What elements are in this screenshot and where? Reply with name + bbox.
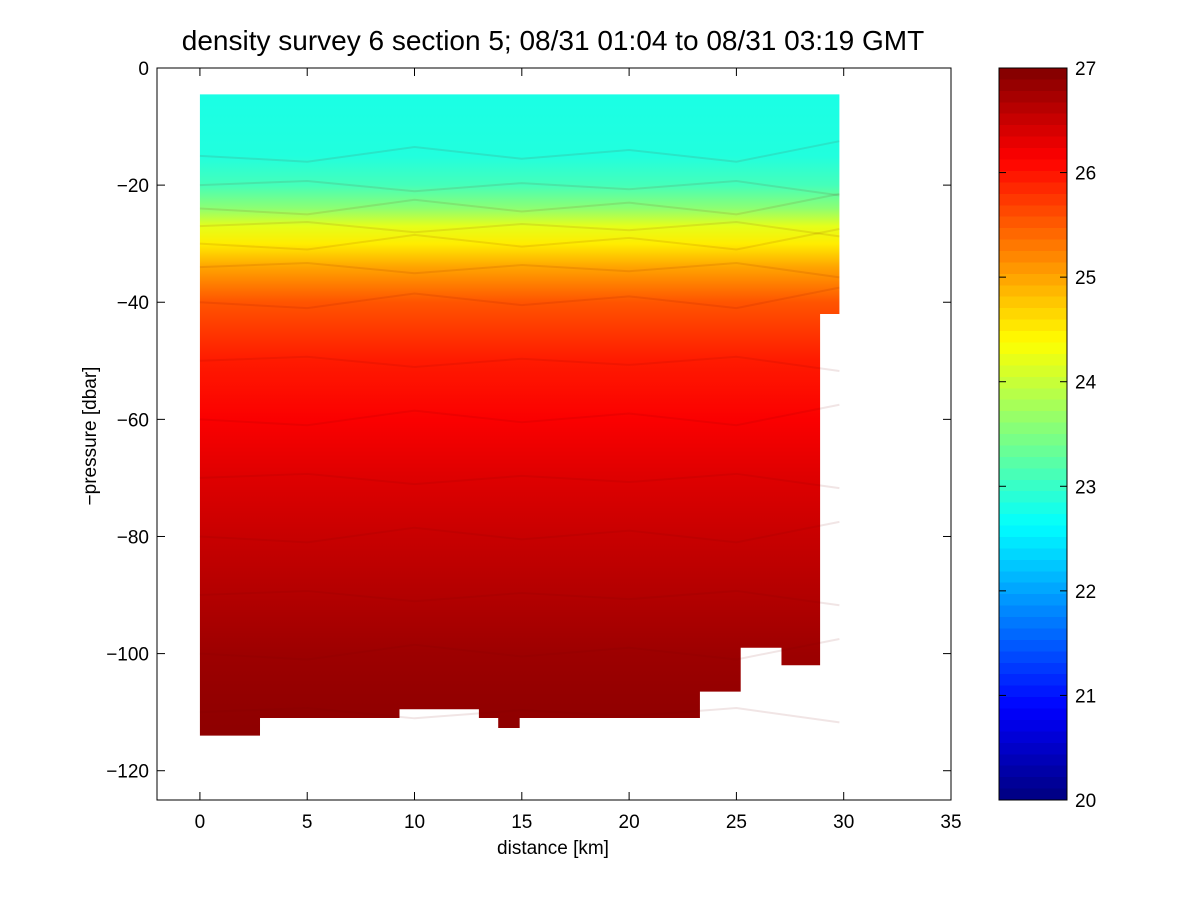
x-tick-label: 30 xyxy=(833,812,854,833)
x-tick-label: 5 xyxy=(302,812,313,833)
colorbar-tick-label: 20 xyxy=(1075,791,1096,812)
colorbar-tick-label: 21 xyxy=(1075,686,1096,707)
density-field xyxy=(199,94,840,736)
plot-area xyxy=(199,94,840,736)
isopycnal-line xyxy=(199,707,840,724)
isopycnal-line xyxy=(199,355,840,373)
x-tick-label: 35 xyxy=(940,812,961,833)
x-tick-label: 20 xyxy=(619,812,640,833)
x-axis-label: distance [km] xyxy=(497,838,609,859)
isopycnal-line xyxy=(199,520,840,544)
x-tick-label: 10 xyxy=(404,812,425,833)
x-tick-label: 0 xyxy=(195,812,206,833)
isopycnal-line xyxy=(199,403,840,427)
y-tick-label: −100 xyxy=(106,645,149,666)
isopycnal-line xyxy=(199,140,840,163)
y-axis-label: −pressure [dbar] xyxy=(80,367,101,506)
x-axis-ticks: 0 5 10 15 20 25 30 35 xyxy=(195,68,962,833)
isopycnal-line xyxy=(199,192,840,216)
y-tick-label: −40 xyxy=(117,293,149,314)
plot-frame xyxy=(156,67,952,801)
x-tick-label: 25 xyxy=(726,812,747,833)
chart-title: density survey 6 section 5; 08/31 01:04 … xyxy=(182,25,924,56)
isopycnal-line xyxy=(199,228,840,251)
colorbar-tick-label: 22 xyxy=(1075,582,1096,603)
y-tick-label: −80 xyxy=(117,527,149,548)
isopycnal-line xyxy=(199,180,840,197)
colorbar-tick-label: 25 xyxy=(1075,268,1096,289)
y-tick-label: −20 xyxy=(117,176,149,197)
isopycnal-line xyxy=(199,221,840,238)
isopycnal-line xyxy=(199,637,840,661)
colorbar-tick-label: 24 xyxy=(1075,373,1097,394)
y-tick-label: −60 xyxy=(117,410,149,431)
y-axis-ticks: 0 −20 −40 −60 −80 −100 −120 xyxy=(106,59,951,783)
colorbar-tick-label: 27 xyxy=(1075,59,1096,80)
colorbar xyxy=(998,67,1068,801)
colorbar-tick-label: 23 xyxy=(1075,477,1096,498)
isopycnal-contours xyxy=(199,140,840,724)
isopycnal-line xyxy=(199,472,840,490)
x-tick-label: 15 xyxy=(511,812,532,833)
isopycnal-line xyxy=(199,589,840,607)
y-tick-label: 0 xyxy=(138,59,149,80)
isopycnal-line xyxy=(199,261,840,279)
y-tick-label: −120 xyxy=(106,762,149,783)
colorbar-tick-label: 26 xyxy=(1075,164,1096,185)
isopycnal-line xyxy=(199,286,840,310)
colorbar-ticks: 20 21 22 23 24 25 26 27 xyxy=(999,59,1097,812)
